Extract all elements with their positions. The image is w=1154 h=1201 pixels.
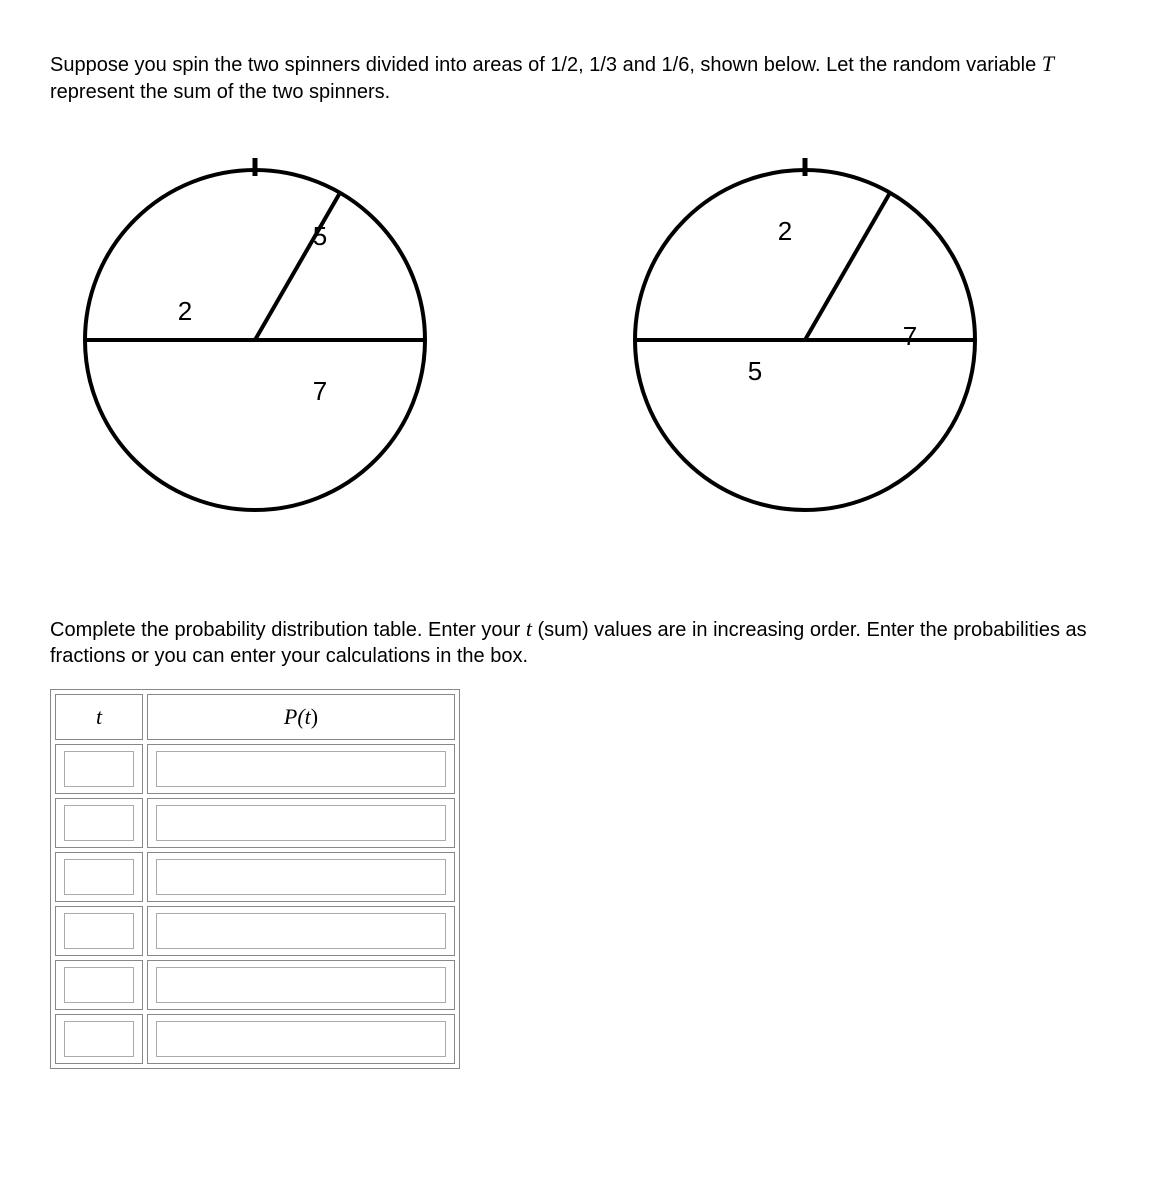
header-p-pre: P( <box>284 704 305 729</box>
table-row <box>55 906 455 956</box>
spinner-sector-label: 5 <box>748 356 762 386</box>
p-input[interactable] <box>156 751 446 787</box>
table-row <box>55 852 455 902</box>
spinner-sector-label: 5 <box>313 221 327 251</box>
problem-prompt: Suppose you spin the two spinners divide… <box>50 50 1104 105</box>
distribution-table: t P(t) <box>50 689 460 1069</box>
p-input[interactable] <box>156 913 446 949</box>
p-input[interactable] <box>156 805 446 841</box>
header-t: t <box>55 694 143 740</box>
p-cell <box>147 1014 455 1064</box>
p-cell <box>147 906 455 956</box>
p-input[interactable] <box>156 1021 446 1057</box>
spinner-sector-label: 7 <box>903 321 917 351</box>
instructions: Complete the probability distribution ta… <box>50 615 1104 670</box>
spinner-sector-label: 2 <box>778 216 792 246</box>
table-row <box>55 960 455 1010</box>
header-p-post: ) <box>311 704 318 729</box>
t-cell <box>55 798 143 848</box>
spinner-2: 7 2 5 <box>620 155 990 525</box>
p-cell <box>147 960 455 1010</box>
t-input[interactable] <box>64 967 134 1003</box>
t-cell <box>55 852 143 902</box>
table-row <box>55 744 455 794</box>
table-row <box>55 798 455 848</box>
t-input[interactable] <box>64 751 134 787</box>
t-input[interactable] <box>64 859 134 895</box>
t-cell <box>55 1014 143 1064</box>
header-pt: P(t) <box>147 694 455 740</box>
t-input[interactable] <box>64 913 134 949</box>
spinners-row: 2 5 7 7 2 5 <box>70 155 1104 525</box>
p-cell <box>147 798 455 848</box>
spinner-sector-label: 2 <box>178 296 192 326</box>
t-cell <box>55 744 143 794</box>
spinner-sector-label: 7 <box>313 376 327 406</box>
t-cell <box>55 906 143 956</box>
prompt-text-post: represent the sum of the two spinners. <box>50 81 390 103</box>
prompt-variable: T <box>1042 51 1054 76</box>
spinner-1: 2 5 7 <box>70 155 440 525</box>
p-cell <box>147 744 455 794</box>
t-input[interactable] <box>64 805 134 841</box>
p-input[interactable] <box>156 859 446 895</box>
prompt-text-pre: Suppose you spin the two spinners divide… <box>50 54 1042 76</box>
p-cell <box>147 852 455 902</box>
instr-text-pre: Complete the probability distribution ta… <box>50 619 526 641</box>
t-input[interactable] <box>64 1021 134 1057</box>
p-input[interactable] <box>156 967 446 1003</box>
t-cell <box>55 960 143 1010</box>
table-row <box>55 1014 455 1064</box>
